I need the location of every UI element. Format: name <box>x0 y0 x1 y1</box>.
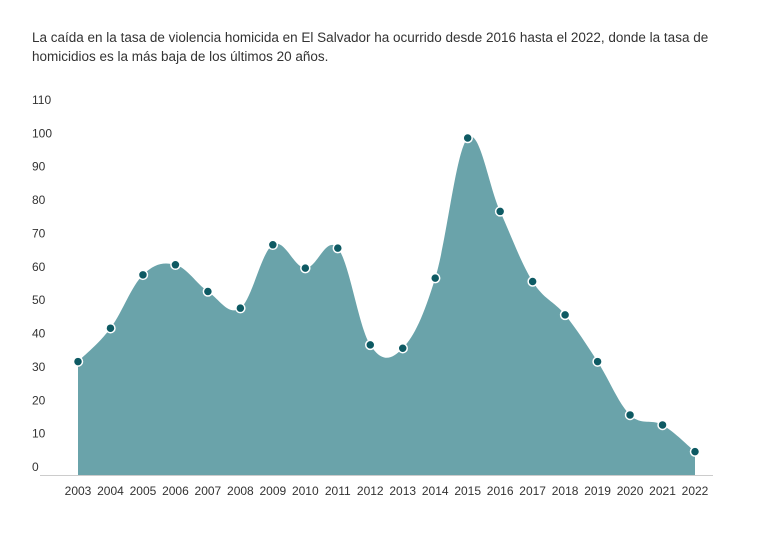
area-layer <box>78 136 695 475</box>
data-point <box>333 244 342 253</box>
y-tick-label: 30 <box>32 360 46 374</box>
y-tick-label: 20 <box>32 393 46 407</box>
x-tick-label: 2021 <box>649 484 676 498</box>
y-tick-label: 0 <box>32 460 39 474</box>
data-point <box>626 410 635 419</box>
data-point <box>366 340 375 349</box>
y-tick-label: 100 <box>32 126 52 140</box>
data-point <box>561 310 570 319</box>
x-tick-label: 2005 <box>130 484 157 498</box>
x-tick-label: 2020 <box>617 484 644 498</box>
x-tick-label: 2009 <box>259 484 286 498</box>
data-point <box>658 420 667 429</box>
area-series <box>78 136 695 475</box>
data-point <box>171 260 180 269</box>
data-point <box>301 264 310 273</box>
data-point <box>496 207 505 216</box>
x-tick-label: 2018 <box>552 484 579 498</box>
x-tick-label: 2016 <box>487 484 514 498</box>
x-tick-label: 2011 <box>325 484 351 498</box>
y-tick-label: 10 <box>32 427 46 441</box>
x-tick-label: 2004 <box>97 484 124 498</box>
y-tick-label: 90 <box>32 160 46 174</box>
data-point <box>398 344 407 353</box>
x-tick-label: 2013 <box>389 484 416 498</box>
y-tick-label: 50 <box>32 293 46 307</box>
data-point <box>463 134 472 143</box>
x-tick-label: 2006 <box>162 484 189 498</box>
x-tick-label: 2015 <box>454 484 481 498</box>
x-tick-label: 2010 <box>292 484 319 498</box>
x-axis: 2003 2004 2005 2006 2007 2008 2009 2010 2011 2012… <box>65 484 709 498</box>
x-tick-label: 2008 <box>227 484 254 498</box>
data-point <box>203 287 212 296</box>
y-tick-label: 110 <box>32 93 51 107</box>
x-tick-label: 2014 <box>422 484 449 498</box>
data-point <box>236 304 245 313</box>
x-tick-label: 2007 <box>195 484 222 498</box>
x-tick-label: 2017 <box>519 484 546 498</box>
data-point <box>106 324 115 333</box>
y-tick-label: 60 <box>32 260 46 274</box>
x-tick-label: 2019 <box>584 484 611 498</box>
data-point <box>431 274 440 283</box>
x-tick-label: 2003 <box>65 484 92 498</box>
data-point <box>138 270 147 279</box>
data-point <box>74 357 83 366</box>
data-point <box>691 447 700 456</box>
x-tick-label: 2012 <box>357 484 384 498</box>
data-point <box>528 277 537 286</box>
y-tick-label: 80 <box>32 193 46 207</box>
y-tick-label: 70 <box>32 226 46 240</box>
x-tick-label: 2022 <box>682 484 709 498</box>
y-tick-label: 40 <box>32 327 46 341</box>
data-point <box>593 357 602 366</box>
y-axis: 0 10 20 30 40 50 60 70 80 90 100 110 <box>32 93 52 474</box>
data-point <box>268 240 277 249</box>
